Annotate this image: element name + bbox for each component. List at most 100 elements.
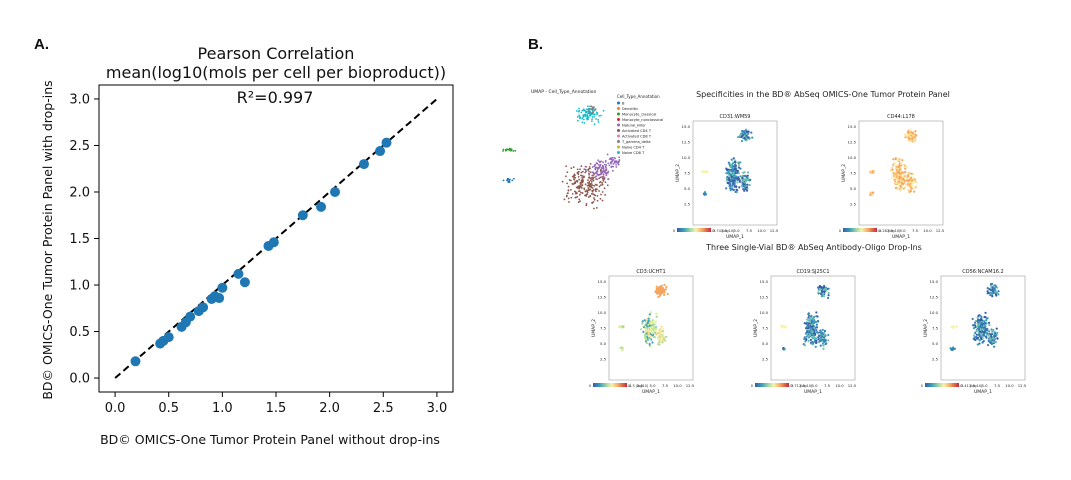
overview-cell (567, 189, 570, 192)
umap-cell (985, 336, 988, 339)
umap-cell (653, 328, 656, 331)
umap-cell (914, 138, 917, 141)
umap-cell (825, 286, 828, 289)
umap-cell (645, 324, 648, 327)
umap-y-tick: 2.5 (684, 202, 691, 207)
umap-cell (804, 340, 807, 343)
umap-cell (807, 316, 810, 319)
overview-cell (570, 188, 572, 191)
overview-cell (615, 163, 617, 166)
umap-x-tick: 2.5 (637, 383, 644, 388)
umap-cell (648, 313, 651, 316)
data-point (163, 332, 174, 343)
umap-cell (727, 161, 730, 164)
umap-cell (653, 322, 656, 325)
umap-cell (620, 346, 623, 349)
umap-cell (806, 318, 809, 321)
umap-cell (818, 340, 822, 343)
umap-cell (734, 190, 737, 193)
umap-plot-frame (858, 120, 944, 226)
umap-cell (651, 341, 654, 344)
umap-cell (745, 186, 749, 189)
colorbar (755, 383, 789, 387)
umap-plot: CD19:SJ25C115.012.510.07.55.02.5UMAP_2-2… (751, 269, 857, 395)
umap-cell (655, 333, 659, 336)
umap-y-tick: 5.0 (762, 341, 769, 346)
overview-cell (612, 162, 615, 165)
umap-cell (751, 136, 754, 139)
overview-cell (588, 183, 590, 186)
umap-cell (826, 296, 830, 300)
overview-cell (599, 197, 602, 200)
umap-cell (995, 333, 998, 337)
umap-cell (739, 175, 742, 178)
umap-cell (731, 177, 734, 180)
umap-cell (898, 176, 901, 179)
legend-label: Activated CD8 T (622, 135, 652, 139)
umap-x-tick: 5.0 (981, 383, 988, 388)
legend-label: Naive CD8 T (622, 151, 645, 155)
umap-cell (900, 186, 903, 189)
overview-cell (508, 181, 511, 183)
overview-cell (587, 168, 590, 171)
umap-cell (987, 330, 991, 333)
umap-cell (645, 329, 648, 332)
overview-cell (602, 169, 605, 172)
umap-cell (905, 164, 908, 168)
umap-cell (808, 325, 811, 328)
umap-cell (986, 286, 989, 290)
umap-cell (739, 161, 742, 164)
umap-cell (810, 328, 813, 331)
umap-cell (815, 311, 818, 314)
umap-cell (979, 337, 983, 340)
umap-x-label: UMAP_1 (642, 389, 660, 395)
umap-cell (990, 328, 993, 331)
overview-cell (612, 165, 615, 168)
umap-cell (909, 178, 912, 181)
umap-cell (898, 168, 902, 171)
umap-cell (893, 162, 897, 165)
umap-cell (907, 136, 910, 140)
umap-cell (643, 327, 647, 331)
umap-cell (821, 290, 824, 293)
overview-cell (502, 148, 505, 151)
umap-y-label: UMAP_2 (923, 319, 929, 337)
overview-cell (600, 167, 603, 169)
overview-cell (599, 171, 602, 173)
umap-cell (661, 291, 664, 295)
umap-cell (647, 319, 650, 323)
overview-cell (597, 163, 600, 166)
overview-cell (573, 181, 576, 184)
overview-cell (598, 177, 601, 180)
overview-cell (592, 174, 595, 177)
umap-cell (743, 171, 746, 174)
data-point (330, 186, 340, 197)
legend-swatch (617, 107, 620, 110)
overview-cell (587, 189, 590, 192)
umap-cell (809, 341, 813, 344)
overview-cell (597, 159, 600, 162)
overview-cell (573, 190, 576, 193)
colorbar-max: 3.71 (log10) (791, 384, 813, 388)
overview-cell (584, 168, 587, 171)
overview-cell (572, 178, 575, 180)
overview-cell (590, 192, 593, 195)
umap-cell (782, 325, 785, 328)
overview-cell (597, 174, 600, 177)
umap-y-tick: 7.5 (850, 171, 857, 176)
umap-cell (745, 189, 749, 192)
umap-cell (992, 337, 995, 340)
umap-cell (730, 158, 733, 161)
umap-cell (915, 185, 918, 189)
umap-cell (813, 318, 816, 322)
umap-x-tick: 10.0 (1005, 383, 1014, 388)
umap-cell (659, 334, 662, 338)
umap-cell (729, 189, 732, 192)
umap-x-tick: 7.5 (824, 383, 831, 388)
umap-cell (820, 295, 824, 298)
umap-cell (972, 324, 975, 327)
umap-cell (988, 323, 991, 327)
umap-cell (735, 185, 738, 188)
umap-cell (892, 164, 895, 167)
umap-y-tick: 7.5 (684, 171, 691, 176)
